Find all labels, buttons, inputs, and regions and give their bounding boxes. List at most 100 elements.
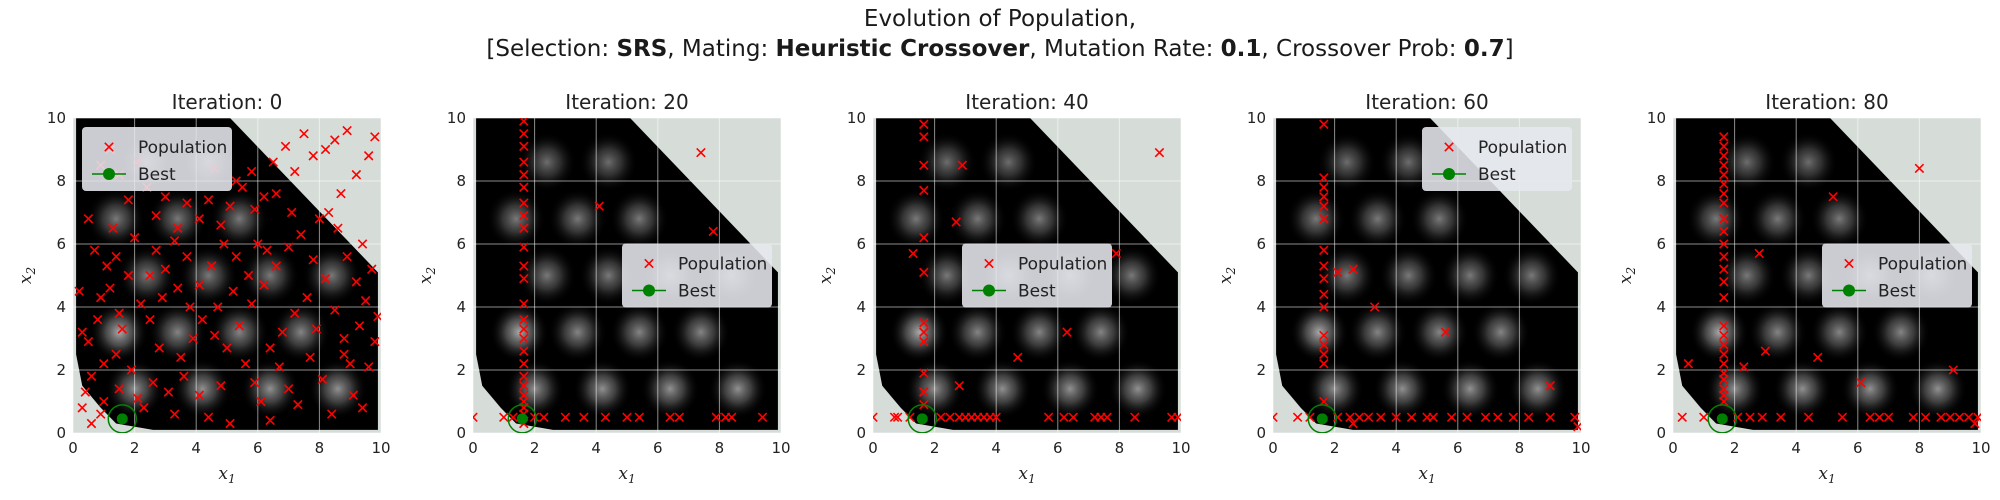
population-point <box>123 270 134 281</box>
population-point <box>219 239 229 249</box>
subplot-title: Iteration: 0 <box>172 90 283 114</box>
legend-best-marker <box>643 284 655 297</box>
population-point <box>957 160 968 171</box>
best-point-ring <box>1307 404 1338 433</box>
population-point <box>148 377 158 388</box>
y-tick-label: 6 <box>1656 235 1666 253</box>
population-point <box>262 245 272 256</box>
best-point <box>516 413 528 425</box>
x-tick-label: 2 <box>530 439 540 457</box>
population-point <box>1319 173 1329 183</box>
population-point <box>360 295 371 306</box>
population-point <box>363 362 374 372</box>
population-point <box>519 157 529 167</box>
population-point <box>132 393 143 404</box>
y-tick-label: 0 <box>1256 424 1266 442</box>
x-axis-label: x1 <box>618 464 635 486</box>
population-point <box>179 371 189 382</box>
population-point <box>1757 412 1768 423</box>
population-point <box>579 412 589 423</box>
population-point <box>231 176 242 186</box>
population-point <box>1462 412 1472 423</box>
y-tick-label: 0 <box>1656 424 1666 442</box>
legend-best-marker <box>103 168 115 180</box>
population-point <box>1319 289 1329 300</box>
y-tick-label: 0 <box>856 424 866 442</box>
population-point <box>919 132 929 142</box>
population-point <box>1719 251 1729 262</box>
population-point <box>342 251 352 262</box>
population-point <box>1345 412 1355 423</box>
objective-landscape <box>1286 132 1568 419</box>
population-point <box>1914 163 1925 174</box>
population-point <box>1319 261 1329 271</box>
population-point <box>117 324 128 334</box>
population-series <box>473 118 768 429</box>
population-point <box>317 374 328 385</box>
population-point <box>1319 302 1329 312</box>
x-tick-label: 8 <box>1515 439 1525 457</box>
y-tick-label: 4 <box>1256 298 1266 316</box>
population-point <box>114 308 124 319</box>
population-point <box>345 358 355 369</box>
y-tick-label: 0 <box>456 424 466 442</box>
x-tick-label: 6 <box>1853 439 1863 457</box>
population-point <box>283 384 294 394</box>
population-point <box>99 396 109 407</box>
x-axis-label: x1 <box>218 464 235 486</box>
population-point <box>1273 412 1278 423</box>
subplot-title: Iteration: 80 <box>1765 90 1888 114</box>
population-point <box>1319 245 1329 256</box>
population-point <box>529 412 540 423</box>
population-point <box>508 412 518 423</box>
population-point <box>274 362 285 372</box>
population-point <box>1319 191 1329 202</box>
x-tick-label: 0 <box>68 439 78 457</box>
legend: Population Best <box>82 127 232 191</box>
x-tick-label: 2 <box>930 439 940 457</box>
population-point <box>277 327 288 337</box>
population-point <box>203 195 214 205</box>
population-point <box>1719 226 1729 237</box>
population-point <box>919 327 929 337</box>
population-point <box>1570 412 1580 423</box>
population-point <box>283 242 294 252</box>
population-point <box>1493 412 1503 423</box>
population-point <box>1319 273 1329 284</box>
population-point <box>74 286 84 297</box>
y-tick-label: 6 <box>56 235 66 253</box>
population-point <box>265 343 275 353</box>
population-point <box>102 261 112 271</box>
legend-best-marker <box>1443 168 1455 180</box>
title-mating-value: Heuristic Crossover <box>775 36 1030 62</box>
population-point <box>1292 412 1303 423</box>
population-point <box>302 292 312 303</box>
population-point <box>357 239 368 249</box>
legend-label-best: Best <box>1018 282 1056 302</box>
population-point <box>919 232 929 243</box>
population-point <box>1480 412 1491 423</box>
population-point <box>194 214 205 224</box>
population-point <box>1376 412 1386 423</box>
population-point <box>1945 412 1955 423</box>
best-point <box>1716 413 1728 425</box>
population-point <box>77 403 88 413</box>
population-point <box>99 358 109 369</box>
legend-label-population: Population <box>138 138 227 158</box>
population-point <box>1319 119 1329 130</box>
population-point <box>169 236 180 246</box>
legend-population-marker <box>1844 258 1854 269</box>
population-point <box>1319 349 1329 360</box>
population-point <box>249 377 260 388</box>
population-point <box>1719 264 1729 274</box>
population-point <box>889 412 900 423</box>
population-point <box>519 128 529 139</box>
population-point <box>1920 412 1931 423</box>
population-point <box>696 147 706 158</box>
population-point <box>519 333 529 344</box>
population-point <box>1970 418 1980 429</box>
population-point <box>519 371 529 382</box>
legend: Population Best <box>622 243 772 308</box>
population-point <box>1856 377 1866 388</box>
population-point <box>1545 412 1555 423</box>
